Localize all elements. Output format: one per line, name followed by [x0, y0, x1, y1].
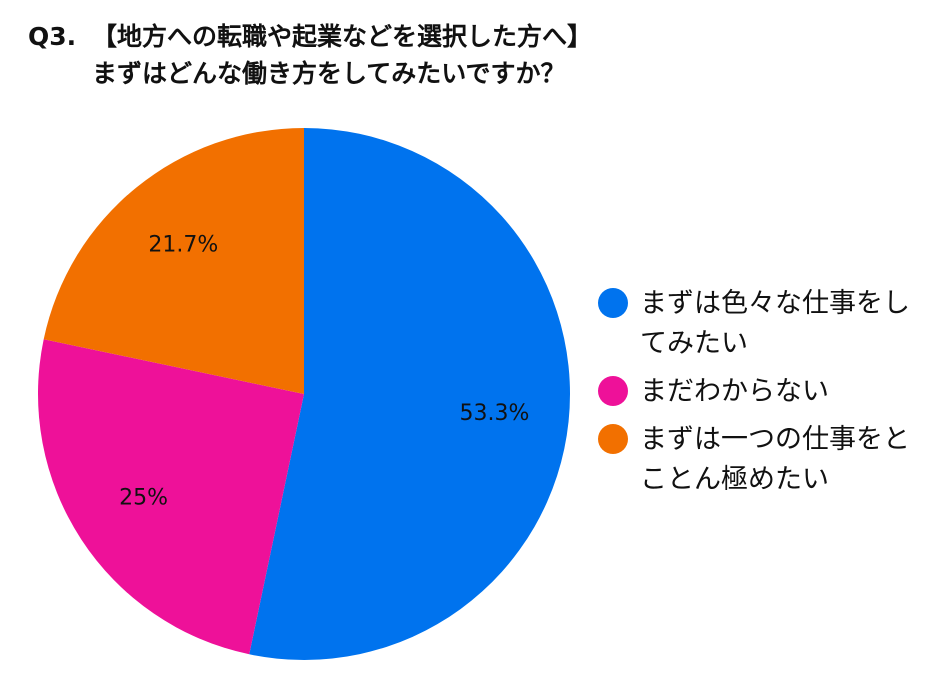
legend-item-various-jobs: まずは色々な仕事をしてみたい — [598, 284, 928, 364]
slice-value-label-various-jobs: 53.3% — [460, 401, 530, 426]
legend-swatch-one-job — [598, 424, 628, 454]
legend-item-one-job: まずは一つの仕事をとことん極めたい — [598, 420, 928, 500]
legend-label-one-job: まずは一つの仕事をとことん極めたい — [640, 424, 910, 495]
chart-title: 【地方への転職や起業などを選択した方へ】 — [92, 22, 593, 51]
legend-label-various-jobs: まずは色々な仕事をしてみたい — [640, 288, 910, 359]
legend-item-undecided: まだわからない — [598, 372, 928, 412]
slice-value-label-undecided: 25% — [119, 486, 168, 511]
chart-title-block: Q3. 【地方への転職や起業などを選択した方へ】 まずはどんな働き方をしてみたい… — [28, 18, 928, 92]
chart-subtitle: まずはどんな働き方をしてみたいですか？ — [92, 59, 566, 88]
pie-slice-one-job — [43, 128, 304, 394]
legend-swatch-various-jobs — [598, 288, 628, 318]
legend-swatch-undecided — [598, 376, 628, 406]
pie-slice-undecided — [37, 339, 304, 655]
legend: まずは色々な仕事をしてみたい まだわからない まずは一つの仕事をとことん極めたい — [598, 284, 928, 508]
question-number: Q3. — [28, 22, 77, 51]
legend-label-undecided: まだわからない — [640, 376, 829, 407]
slice-value-label-one-job: 21.7% — [148, 232, 218, 257]
pie-slice-various-jobs — [249, 128, 571, 660]
